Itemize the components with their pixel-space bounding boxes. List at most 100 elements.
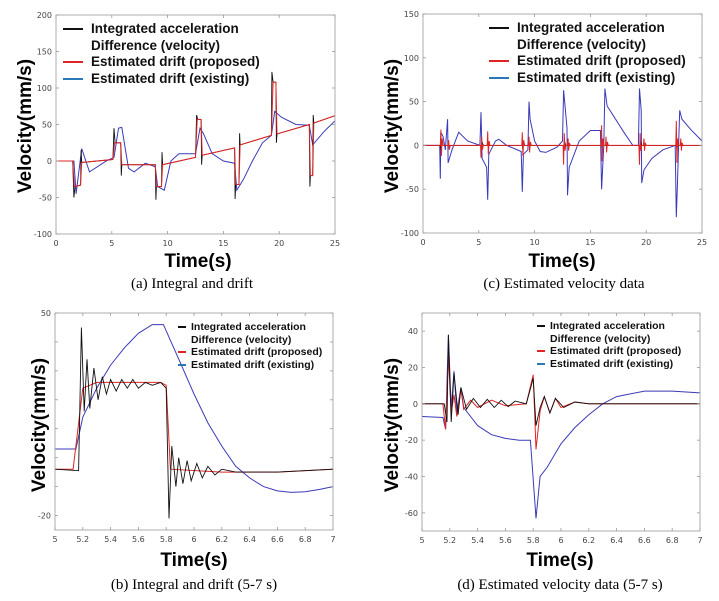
caption: (c) Estimated velocity data (483, 276, 645, 292)
x-tick-label: 20 (274, 239, 284, 248)
x-tick-label: 6.6 (638, 536, 651, 545)
legend-swatch (489, 60, 509, 63)
chart-panel-d: 5 5.2 5.4 5.6 5.8 6 6.2 6.4 6.6 6.8 7 40 20 0 -20 -40 -6… (360, 300, 719, 600)
legend-label: Estimated drift (proposed) (91, 54, 260, 69)
x-tick-label: 7 (697, 536, 702, 545)
series-line-integrated (55, 327, 333, 519)
x-tick-label: 0 (420, 238, 425, 247)
legend-swatch (178, 351, 186, 354)
legend-item-existing: Estimated drift (existing) (63, 71, 260, 88)
chart-panel-a: 0 5 10 15 20 25 -100 -50 0 50 100 150 200 Velocity(m… (0, 0, 360, 300)
x-tick-label: 6.8 (299, 535, 312, 544)
legend: Integrated acceleration Difference (velo… (537, 320, 681, 370)
legend-item-proposed: Estimated drift (proposed) (178, 346, 322, 359)
x-tick-label: 6.2 (215, 535, 228, 544)
x-tick-label: 6.4 (610, 536, 623, 545)
y-axis-label: Velocity(mm/s) (15, 58, 36, 194)
y-tick-label: 0 (413, 400, 418, 409)
legend-label: Estimated drift (proposed) (517, 53, 686, 68)
x-tick-label: 5.4 (471, 536, 484, 545)
y-tick-label: 0 (47, 157, 52, 166)
legend-label: Estimated drift (existing) (91, 70, 250, 86)
legend: Integrated acceleration Difference (velo… (63, 21, 260, 87)
y-tick-label: -20 (405, 436, 418, 445)
legend-label: Estimated drift (proposed) (191, 346, 323, 358)
legend-label: Integrated acceleration (517, 20, 665, 35)
caption: (a) Integral and drift (130, 276, 254, 292)
x-tick-label: 25 (330, 239, 340, 248)
x-axis-label: Time(s) (164, 251, 232, 272)
legend-label: Integrated acceleration (191, 321, 306, 333)
chart-svg-d: 5 5.2 5.4 5.6 5.8 6 6.2 6.4 6.6 6.8 7 40 20 0 -20 -40 -6… (405, 312, 703, 545)
y-tick-label: 150 (37, 48, 52, 57)
legend-item-existing: Estimated drift (existing) (178, 359, 322, 372)
x-tick-label: 15 (585, 238, 595, 247)
x-tick-label: 6.6 (271, 535, 284, 544)
series-line-integrated (56, 71, 335, 200)
chart-svg-b: 5 5.2 5.4 5.6 5.8 6 6.2 6.4 6.6 6.8 7 50 -20 (38, 309, 336, 544)
legend-item-integrated: Integrated acceleration (489, 20, 686, 37)
y-tick-label: 50 (42, 121, 52, 130)
x-tick-label: 6.8 (666, 536, 679, 545)
legend-label: Estimated drift (existing) (517, 69, 676, 85)
x-axis-label: Time(s) (160, 550, 228, 571)
x-tick-label: 6 (191, 535, 196, 544)
x-tick-label: 6.2 (582, 536, 595, 545)
x-tick-label: 25 (697, 238, 707, 247)
legend-label: Difference (velocity) (191, 333, 292, 346)
legend-item-integrated: Integrated acceleration (537, 320, 681, 333)
legend-item-proposed: Estimated drift (proposed) (537, 345, 681, 358)
x-tick-label: 5.8 (527, 536, 540, 545)
legend-swatch (63, 77, 83, 80)
legend-swatch (537, 350, 545, 353)
y-tick-label: 40 (408, 327, 418, 336)
x-tick-label: 5 (52, 535, 57, 544)
legend-item-existing: Estimated drift (existing) (537, 358, 681, 371)
series-line-proposed (56, 81, 335, 188)
legend-label: Estimated drift (proposed) (550, 345, 682, 357)
legend-swatch (63, 61, 83, 64)
series-line-existing (422, 334, 700, 519)
y-tick-label: 50 (41, 309, 51, 318)
x-tick-label: 6.4 (243, 535, 256, 544)
legend: Integrated acceleration Difference (velo… (178, 321, 322, 371)
legend-swatch (178, 326, 186, 329)
x-axis-label: Time(s) (526, 550, 594, 571)
legend-swatch (537, 362, 545, 365)
legend-swatch (63, 28, 83, 31)
legend-label: Difference (velocity) (91, 37, 221, 53)
y-tick-label: -100 (34, 230, 52, 239)
series-line-proposed (423, 120, 702, 165)
series-line-integrated (422, 334, 700, 426)
y-tick-label: -20 (38, 512, 51, 521)
legend: Integrated acceleration Difference (velo… (489, 20, 686, 86)
x-tick-label: 5.6 (132, 535, 145, 544)
y-tick-label: 0 (414, 141, 419, 150)
series-line-proposed (55, 381, 333, 473)
y-tick-label: -50 (406, 185, 419, 194)
legend-item-difference: Difference (velocity) (178, 334, 322, 347)
legend-label: Estimated drift (existing) (191, 358, 315, 371)
x-tick-label: 10 (530, 238, 540, 247)
y-axis-label: Velocity(mm/s) (382, 58, 403, 194)
legend-swatch (178, 363, 186, 366)
x-tick-label: 5.8 (160, 535, 173, 544)
caption: (d) Estimated velocity data (5-7 s) (457, 577, 663, 593)
chart-panel-c: 0 5 10 15 20 25 -100 -50 0 50 100 150 Velocity(mm/s… (360, 0, 719, 300)
x-tick-label: 5.4 (104, 535, 117, 544)
y-tick-label: 150 (404, 10, 419, 19)
y-tick-label: 100 (37, 84, 52, 93)
legend-swatch (489, 27, 509, 30)
legend-label: Integrated acceleration (91, 21, 239, 36)
legend-item-proposed: Estimated drift (proposed) (489, 53, 686, 70)
x-tick-label: 7 (330, 535, 335, 544)
legend-item-proposed: Estimated drift (proposed) (63, 54, 260, 71)
legend-item-integrated: Integrated acceleration (63, 21, 260, 38)
x-tick-label: 0 (53, 239, 58, 248)
x-axis-label: Time(s) (528, 251, 596, 272)
legend-label: Estimated drift (existing) (550, 357, 674, 370)
y-axis-label: Velocity(mm/s) (29, 357, 50, 493)
legend-label: Difference (velocity) (517, 36, 647, 52)
y-tick-label: 50 (409, 98, 419, 107)
legend-item-difference: Difference (velocity) (63, 38, 260, 55)
